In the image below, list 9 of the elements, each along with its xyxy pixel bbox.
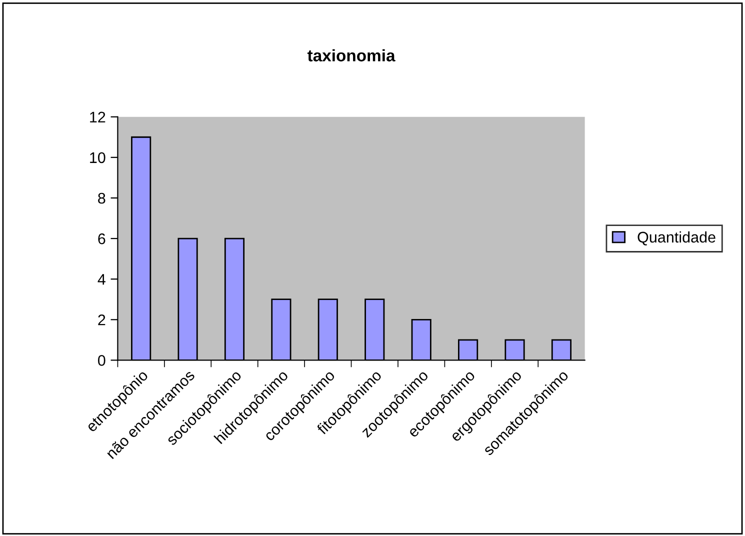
- y-tick-label: 8: [98, 192, 106, 204]
- legend-label: Quantidade: [638, 231, 716, 246]
- y-tick-label: 10: [90, 152, 106, 164]
- y-tick-label: 4: [98, 274, 106, 285]
- y-tick-label: 6: [98, 233, 106, 244]
- y-tick-label: 2: [98, 314, 106, 326]
- y-tick-label: 0: [98, 355, 106, 366]
- chart-title: taxionomia: [307, 49, 396, 62]
- y-tick-label: 12: [90, 112, 106, 122]
